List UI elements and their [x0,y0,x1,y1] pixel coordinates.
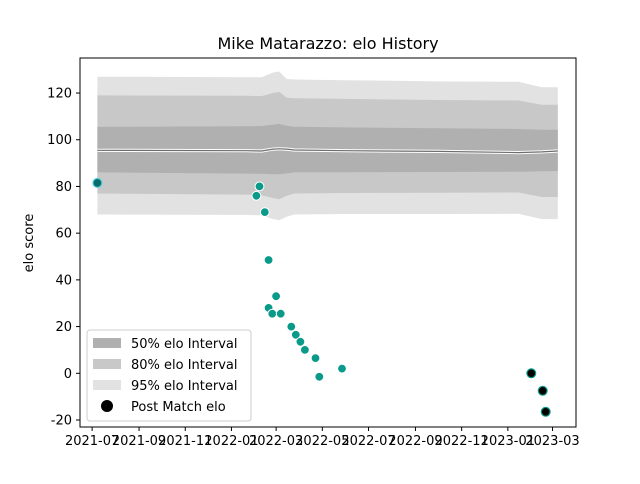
legend-swatch [93,359,121,369]
x-tick-label: 2021-09 [112,434,166,449]
data-point-0-7 [271,291,282,302]
x-tick-label: 2022-07 [341,434,395,449]
legend-swatch [93,338,121,348]
x-tick-label: 2022-03 [249,434,303,449]
y-axis-ticks: -20 0 20 40 60 80 100 120 [47,87,80,428]
x-tick-label: 2021-07 [65,434,119,449]
y-tick-label: -20 [51,413,72,428]
data-point-0-8 [275,308,286,319]
data-point-black-0 [526,368,537,379]
data-point-0-2 [254,181,265,192]
data-point-0-12 [300,345,310,355]
data-point-black-2 [540,406,551,417]
y-axis-label: elo score [22,214,37,273]
data-point-0-13 [310,353,321,364]
data-point-0-4 [263,255,274,265]
y-tick-label: 20 [55,320,72,335]
x-tick-label: 2022-01 [204,434,258,449]
legend: 50% elo Interval 80% elo Interval 95% elo … [86,329,252,422]
y-tick-label: 60 [55,227,72,242]
data-point-0-1 [251,190,262,201]
data-point-0-6 [267,308,278,319]
x-tick-label: 2022-09 [388,434,442,449]
legend-label: Post Match elo [131,400,226,415]
median-line [97,148,558,154]
x-tick-label: 2022-05 [295,434,349,449]
x-tick-label: 2022-11 [434,434,488,449]
x-tick-label: 2021-11 [158,434,212,449]
legend-marker [101,400,113,412]
legend-box [86,329,252,422]
x-tick-label: 2023-01 [481,434,535,449]
y-tick-label: 0 [64,367,72,382]
y-tick-label: 80 [55,180,72,195]
x-axis-ticks: 2021-072021-092021-112022-012022-032022-… [65,427,580,449]
chart-title: Mike Matarazzo: elo History [217,34,438,53]
legend-label: 50% elo Interval [131,337,238,352]
x-tick-label: 2023-03 [525,434,579,449]
data-point-0-9 [286,321,297,332]
plot-frame [79,57,577,428]
data-point-first-highlight [92,177,103,188]
data-point-0-15 [337,363,347,374]
median-line-group [97,147,558,155]
y-tick-label: 100 [47,133,72,148]
legend-label: 80% elo Interval [131,358,238,373]
legend-swatch [93,380,121,390]
data-points [92,177,551,417]
y-tick-label: 120 [47,87,72,102]
data-point-black-1 [537,385,548,396]
y-tick-label: 40 [55,273,72,288]
data-point-0-10 [290,329,301,340]
data-point-0-11 [295,336,306,347]
data-point-0-3 [259,207,270,218]
data-point-0-14 [314,371,325,382]
legend-label: 95% elo Interval [131,379,238,394]
interval-bands [97,71,558,221]
